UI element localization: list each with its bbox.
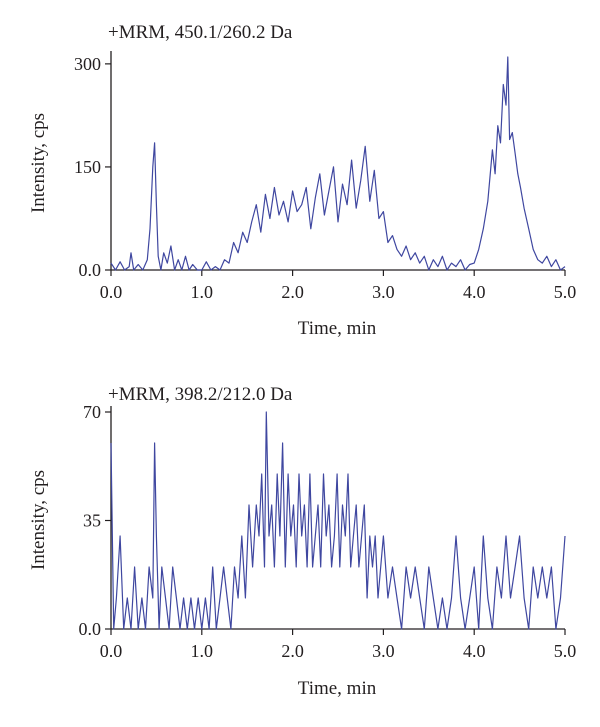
series-group xyxy=(110,411,566,630)
y-tick-label: 0.0 xyxy=(79,619,102,639)
x-tick-label: 3.0 xyxy=(372,282,395,302)
y-tick-label: 0.0 xyxy=(79,260,102,280)
x-axis-label: Time, min xyxy=(298,678,377,699)
x-tick-label: 1.0 xyxy=(191,282,214,302)
y-tick-label: 35 xyxy=(83,511,101,531)
x-axis-label: Time, min xyxy=(298,318,377,339)
x-tick-label: 4.0 xyxy=(463,282,486,302)
x-tick-label: 1.0 xyxy=(191,641,214,661)
x-tick-label: 5.0 xyxy=(554,282,577,302)
chart-title: +MRM, 450.1/260.2 Da xyxy=(108,22,293,43)
x-tick-label: 2.0 xyxy=(281,282,304,302)
y-axis-label: Intensity, cps xyxy=(28,470,49,570)
x-tick-label: 4.0 xyxy=(463,641,486,661)
y-axis-label: Intensity, cps xyxy=(28,113,49,213)
x-tick-label: 2.0 xyxy=(281,641,304,661)
x-tick-label: 0.0 xyxy=(100,282,123,302)
x-tick-label: 0.0 xyxy=(100,641,123,661)
series-line xyxy=(110,411,566,630)
series-line xyxy=(110,56,566,271)
series-group xyxy=(110,56,566,271)
chart-panel-bottom: +MRM, 398.2/212.0 Da Intensity, cps Time… xyxy=(28,384,576,699)
tick-labels: 0.0 1.0 2.0 3.0 4.0 5.0 0.0 35 70 xyxy=(79,402,577,661)
tick-labels: 0.0 1.0 2.0 3.0 4.0 5.0 0.0 150 300 xyxy=(74,54,576,302)
chart-title: +MRM, 398.2/212.0 Da xyxy=(108,384,293,405)
y-tick-label: 300 xyxy=(74,54,101,74)
x-tick-label: 5.0 xyxy=(554,641,577,661)
chart-panel-top: +MRM, 450.1/260.2 Da Intensity, cps Time… xyxy=(28,22,576,339)
x-tick-label: 3.0 xyxy=(372,641,395,661)
y-tick-label: 150 xyxy=(74,157,101,177)
y-tick-label: 70 xyxy=(83,402,101,422)
axes xyxy=(105,51,566,276)
